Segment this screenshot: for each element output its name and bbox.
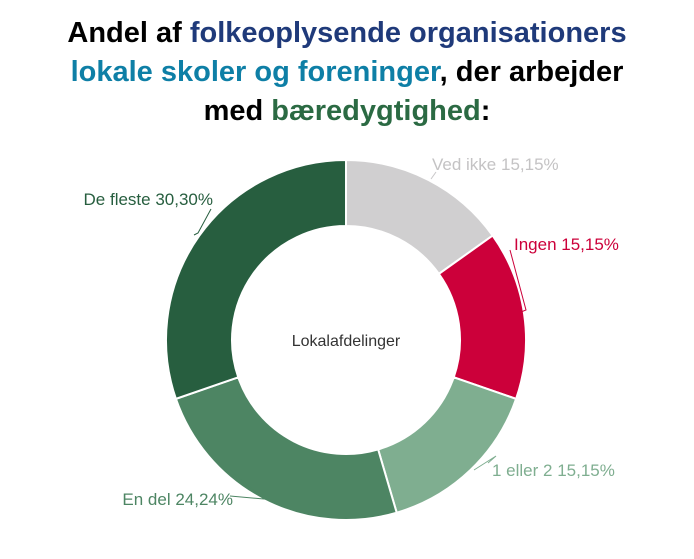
slice-label-name: Ved ikke <box>432 155 501 174</box>
slice-label-4: De fleste 30,30% <box>84 190 213 209</box>
slice-label-value: 30,30% <box>155 190 213 209</box>
title-line-3: med bæredygtighed: <box>0 92 694 131</box>
title-line3-segment-1: bæredygtighed <box>271 95 481 127</box>
title-line3-segment-0: med <box>203 95 272 127</box>
slice-label-name: En del <box>122 490 175 509</box>
slice-label-value: 15,15% <box>557 461 615 480</box>
slice-label-name: De fleste <box>84 190 156 209</box>
leader-line-3 <box>229 469 266 500</box>
slice-label-1: Ingen 15,15% <box>514 235 619 254</box>
slice-label-3: En del 24,24% <box>122 490 233 509</box>
slice-label-name: 1 eller 2 <box>492 461 557 480</box>
label-leader-lines <box>193 171 527 500</box>
title-line1-segment-1: folkeoplysende organisationers <box>189 17 627 49</box>
title-line3-segment-2: : <box>480 95 491 127</box>
slice-label-value: 24,24% <box>175 490 233 509</box>
center-label: Lokalafdelinger <box>292 333 401 350</box>
slice-label-value: 15,15% <box>561 235 619 254</box>
slice-1-eller-2 <box>376 376 518 514</box>
slice-label-0: Ved ikke 15,15% <box>432 155 559 174</box>
leader-line-2 <box>473 455 497 471</box>
leader-line-0 <box>430 171 437 180</box>
title-line-1: Andel af folkeoplysende organisationers <box>0 14 694 53</box>
leader-line-4 <box>193 208 212 236</box>
slice-en-del <box>174 376 398 521</box>
slice-label-value: 15,15% <box>501 155 559 174</box>
title-line-2: lokale skoler og foreninger, der arbejde… <box>0 53 694 92</box>
leader-line-1 <box>509 249 527 313</box>
slice-de-fleste <box>165 158 347 401</box>
donut-slices <box>165 158 527 521</box>
title-line1-segment-0: Andel af <box>67 17 190 49</box>
slice-label-name: Ingen <box>514 235 561 254</box>
slice-labels: Ved ikke 15,15%Ingen 15,15%1 eller 2 15,… <box>84 155 619 509</box>
slice-label-2: 1 eller 2 15,15% <box>492 461 615 480</box>
title-line2-segment-0: lokale skoler og foreninger <box>70 56 440 88</box>
chart-title: Andel af folkeoplysende organisationers … <box>0 14 694 131</box>
title-line2-segment-1: , der arbejder <box>439 56 624 88</box>
